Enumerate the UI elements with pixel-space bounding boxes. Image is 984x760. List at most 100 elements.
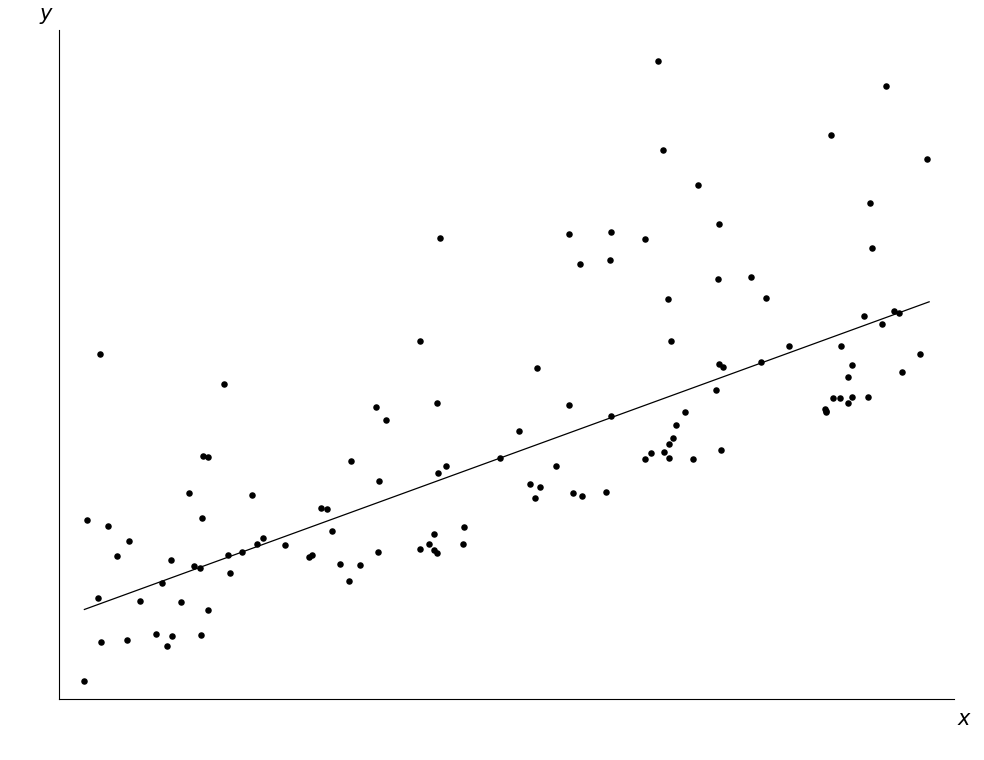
Point [159, 640, 175, 652]
Point [426, 543, 442, 556]
Point [708, 385, 724, 397]
Point [529, 362, 545, 374]
Point [201, 451, 216, 463]
Point [839, 397, 855, 410]
Point [192, 562, 208, 575]
Point [759, 293, 774, 305]
Point [823, 128, 838, 141]
Point [512, 425, 527, 437]
Point [833, 340, 849, 353]
Point [370, 546, 386, 558]
Point [341, 575, 357, 587]
Point [661, 438, 677, 450]
Point [216, 378, 232, 391]
Point [714, 360, 730, 372]
Point [710, 358, 726, 370]
Point [492, 452, 508, 464]
Point [886, 305, 901, 317]
Point [548, 460, 564, 472]
Point [522, 478, 537, 490]
Point [77, 675, 92, 687]
Point [598, 486, 614, 498]
Point [314, 502, 330, 514]
Point [412, 335, 428, 347]
Point [149, 628, 164, 640]
Point [781, 340, 797, 352]
Point [678, 406, 694, 418]
Point [426, 528, 442, 540]
Point [919, 153, 935, 165]
Point [839, 371, 855, 383]
Point [163, 554, 179, 566]
Point [429, 397, 445, 409]
Point [378, 414, 394, 426]
Point [201, 603, 216, 616]
Point [531, 481, 547, 493]
Point [343, 454, 359, 467]
Point [163, 630, 179, 642]
Point [109, 550, 125, 562]
Y-axis label: y: y [39, 4, 52, 24]
Point [650, 55, 666, 68]
Point [234, 546, 250, 558]
Point [844, 359, 860, 371]
Point [455, 537, 470, 549]
Point [667, 420, 683, 432]
Point [277, 540, 292, 552]
Point [819, 405, 834, 417]
Point [154, 578, 170, 590]
Point [894, 366, 910, 378]
X-axis label: x: x [957, 709, 969, 730]
Point [411, 543, 427, 555]
Point [186, 559, 202, 572]
Point [832, 391, 848, 404]
Point [526, 492, 542, 505]
Point [195, 450, 211, 462]
Point [753, 356, 769, 368]
Point [856, 310, 872, 322]
Point [220, 549, 236, 562]
Point [710, 274, 726, 286]
Point [637, 233, 652, 245]
Point [325, 525, 340, 537]
Point [825, 391, 840, 404]
Point [99, 520, 115, 532]
Point [562, 398, 578, 410]
Point [429, 547, 445, 559]
Point [249, 538, 265, 550]
Point [457, 521, 472, 534]
Point [655, 144, 671, 156]
Point [92, 348, 107, 360]
Point [193, 629, 209, 641]
Point [575, 489, 590, 502]
Point [643, 446, 658, 458]
Point [710, 218, 726, 230]
Point [860, 391, 876, 403]
Point [603, 410, 619, 423]
Point [862, 197, 878, 209]
Point [421, 538, 437, 550]
Point [638, 453, 653, 465]
Point [432, 232, 448, 244]
Point [173, 596, 189, 608]
Point [817, 404, 832, 416]
Point [879, 80, 894, 92]
Point [665, 432, 681, 444]
Point [222, 568, 238, 580]
Point [122, 534, 138, 546]
Point [368, 401, 384, 413]
Point [244, 489, 260, 502]
Point [743, 271, 759, 283]
Point [603, 226, 619, 238]
Point [79, 515, 94, 527]
Point [864, 242, 880, 255]
Point [565, 487, 581, 499]
Point [661, 452, 677, 464]
Point [892, 307, 907, 319]
Point [119, 634, 135, 646]
Point [92, 636, 108, 648]
Point [301, 552, 317, 564]
Point [660, 293, 676, 305]
Point [304, 549, 320, 561]
Point [572, 258, 587, 270]
